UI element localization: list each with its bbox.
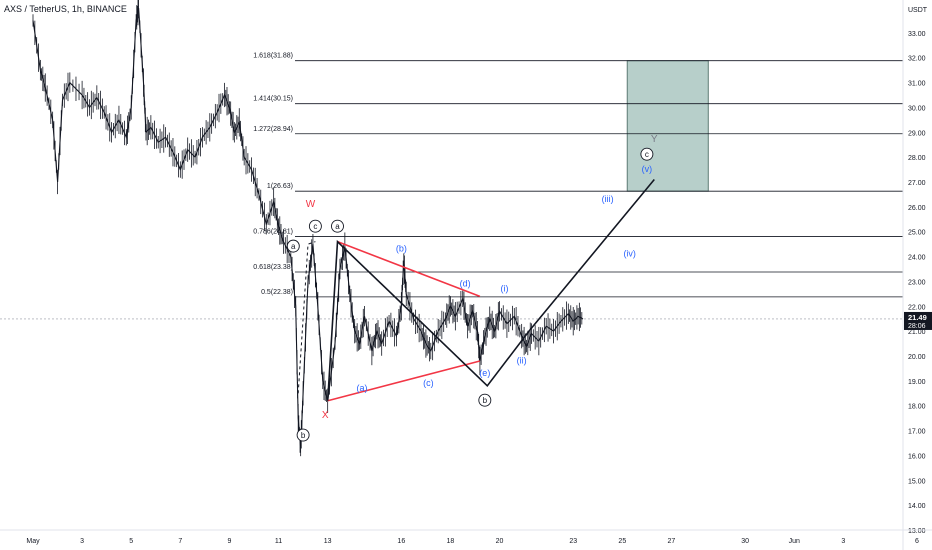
wave-label: (i) — [500, 283, 508, 293]
wave-label: (a) — [357, 383, 368, 393]
wave-label: b — [301, 431, 306, 440]
wave-label: (e) — [479, 368, 490, 378]
wave-label: W — [306, 199, 316, 210]
time-tick-label: 25 — [618, 538, 626, 545]
time-tick-label: 23 — [569, 538, 577, 545]
fib-level-label: 1.272(28.94) — [253, 126, 293, 133]
fib-level-label: 1(26.63) — [267, 183, 293, 190]
price-tick-label: 26.00 — [908, 205, 926, 212]
wave-label: (v) — [642, 164, 653, 174]
chart-title: AXS / TetherUS, 1h, BINANCE — [4, 4, 127, 14]
price-series-line — [32, 7, 584, 449]
price-tick-label: 17.00 — [908, 429, 926, 436]
price-tick-label: 31.00 — [908, 81, 926, 88]
wave-label: c — [645, 150, 649, 159]
price-tick-label: 18.00 — [908, 404, 926, 411]
wave-label: (d) — [460, 278, 471, 288]
price-tick-label: 29.00 — [908, 130, 926, 137]
wave-label-circle — [296, 428, 310, 442]
wave-label-circle — [331, 219, 344, 233]
fib-level-label: 0.786(24.81) — [253, 228, 293, 235]
time-tick-label: 3 — [80, 538, 84, 545]
time-tick-label: 5 — [129, 538, 133, 545]
price-tick-label: 20.00 — [908, 354, 926, 361]
wave-label-circle — [478, 393, 492, 407]
time-tick-label: 30 — [741, 538, 749, 545]
wave-label: Y — [651, 134, 658, 145]
triangle-upper-line — [337, 240, 481, 298]
price-tick-label: 25.00 — [908, 230, 926, 237]
wave-label: X — [322, 410, 329, 421]
price-tick-label: 28.00 — [908, 155, 926, 162]
wave-label-circle — [640, 147, 654, 161]
price-axis-unit: USDT — [908, 7, 928, 14]
wave-label: a — [335, 222, 340, 231]
time-tick-label: 11 — [275, 538, 282, 545]
target-zone-box — [626, 60, 709, 192]
time-tick-label: 13 — [324, 538, 332, 545]
price-tick-label: 23.00 — [908, 279, 926, 286]
wave-label: b — [483, 396, 488, 405]
wave-label: (c) — [423, 378, 434, 388]
wave-count-path — [326, 178, 655, 401]
time-tick-label: 7 — [178, 538, 182, 545]
price-tick-label: 27.00 — [908, 180, 926, 187]
time-tick-label: 16 — [397, 538, 405, 545]
wave-label-circle — [286, 239, 300, 253]
price-tick-label: 33.00 — [908, 31, 926, 38]
price-tick-label: 16.00 — [908, 453, 926, 460]
current-price-tag — [904, 311, 932, 330]
wave-label: (b) — [396, 244, 407, 254]
price-tick-label: 19.00 — [908, 379, 926, 386]
wave-label-circle — [308, 219, 322, 233]
fib-level-label: 0.5(22.38) — [261, 289, 293, 296]
wave-label: c — [313, 222, 317, 231]
wave-dashed-path — [297, 241, 316, 394]
price-tick-label: 30.00 — [908, 105, 926, 112]
price-tick-label: 15.00 — [908, 478, 926, 485]
fib-level-label: 1.414(30.15) — [253, 96, 293, 103]
wave-label: (ii) — [517, 355, 527, 365]
price-tick-label: 21.00 — [908, 329, 926, 336]
price-tick-label: 24.00 — [908, 255, 926, 262]
bar-countdown: 28:06 — [908, 323, 926, 330]
fib-level-label: 1.618(31.88) — [253, 53, 293, 60]
time-tick-label: Jun — [789, 538, 800, 545]
time-tick-label: 6 — [915, 538, 919, 545]
wave-label: (iv) — [623, 249, 636, 259]
time-tick-label: 9 — [227, 538, 231, 545]
time-tick-label: 18 — [447, 538, 455, 545]
current-price-value: 21.49 — [908, 313, 927, 322]
triangle-lower-line — [327, 360, 481, 402]
fib-level-label: 0.618(23.38) — [253, 264, 293, 271]
price-tick-label: 32.00 — [908, 56, 926, 63]
time-tick-label: 3 — [841, 538, 845, 545]
price-axis-panel — [903, 0, 932, 550]
wave-label: a — [291, 242, 296, 251]
time-tick-label: 20 — [496, 538, 504, 545]
price-tick-label: 13.00 — [908, 528, 926, 535]
time-tick-label: May — [26, 538, 40, 545]
price-tick-label: 22.00 — [908, 304, 926, 311]
wave-label: (iii) — [602, 194, 614, 204]
time-tick-label: 27 — [668, 538, 676, 545]
price-tick-label: 14.00 — [908, 503, 926, 510]
